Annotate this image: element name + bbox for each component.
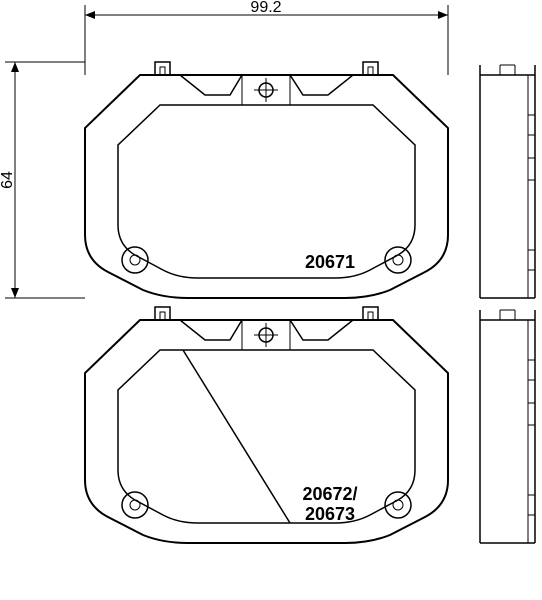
bottom-pad-part-number-2: 20673	[305, 504, 355, 524]
height-dimension-label: 64	[0, 171, 16, 189]
top-brake-pad: 20671	[85, 62, 448, 298]
bottom-brake-pad: 20672/ 20673	[85, 307, 448, 543]
technical-drawing: 99.2 64 20671	[0, 0, 542, 600]
top-pad-part-number: 20671	[305, 252, 355, 272]
bottom-side-view	[480, 310, 535, 543]
top-side-view	[480, 65, 535, 298]
bottom-pad-part-number-1: 20672/	[302, 484, 357, 504]
width-dimension: 99.2	[85, 0, 448, 75]
height-dimension: 64	[0, 62, 85, 298]
width-dimension-label: 99.2	[250, 0, 281, 16]
